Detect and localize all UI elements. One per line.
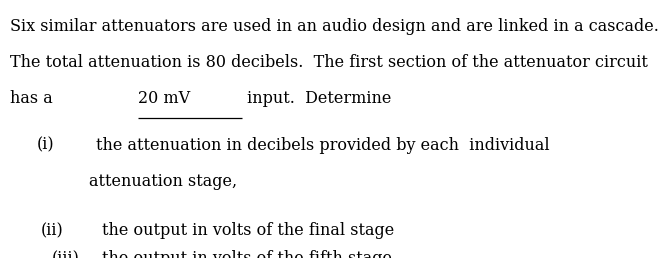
Text: the attenuation in decibels provided by each  individual: the attenuation in decibels provided by … bbox=[96, 137, 549, 154]
Text: attenuation stage,: attenuation stage, bbox=[89, 173, 237, 190]
Text: input.  Determine: input. Determine bbox=[242, 90, 391, 107]
Text: (iii): (iii) bbox=[51, 250, 79, 258]
Text: Six similar attenuators are used in an audio design and are linked in a cascade.: Six similar attenuators are used in an a… bbox=[10, 18, 659, 35]
Text: the output in volts of the fifth stage.: the output in volts of the fifth stage. bbox=[102, 250, 397, 258]
Text: (ii): (ii) bbox=[41, 222, 63, 239]
Text: has a: has a bbox=[10, 90, 58, 107]
Text: The total attenuation is 80 decibels.  The first section of the attenuator circu: The total attenuation is 80 decibels. Th… bbox=[10, 54, 647, 71]
Text: 20 mV: 20 mV bbox=[138, 90, 190, 107]
Text: the output in volts of the final stage: the output in volts of the final stage bbox=[102, 222, 395, 239]
Text: (i): (i) bbox=[36, 137, 54, 154]
